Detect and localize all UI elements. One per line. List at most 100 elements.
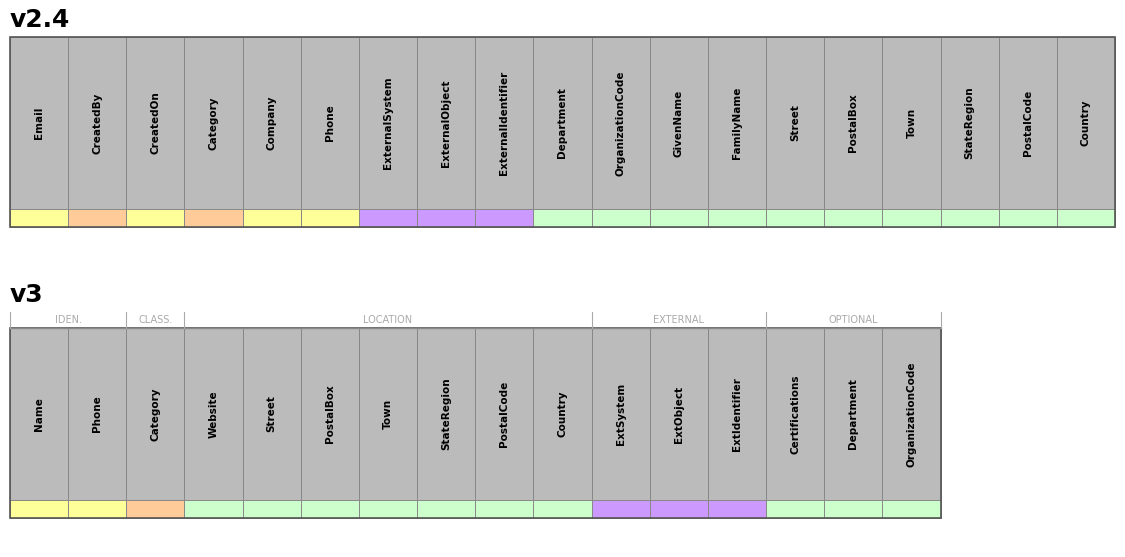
Text: CreatedOn: CreatedOn (151, 91, 161, 154)
Bar (882, 500, 940, 518)
Text: Company: Company (267, 96, 277, 150)
Text: Street: Street (790, 105, 800, 141)
Bar (766, 37, 825, 209)
Bar (417, 328, 475, 500)
Bar (650, 37, 708, 209)
Bar (184, 209, 243, 227)
Bar (243, 328, 300, 500)
Text: Town: Town (907, 108, 917, 138)
Bar (10, 328, 69, 500)
Text: Category: Category (208, 96, 218, 150)
Bar (825, 500, 882, 518)
Text: Phone: Phone (92, 395, 102, 432)
Text: Department: Department (558, 87, 567, 158)
Bar (650, 328, 708, 500)
Bar (359, 209, 417, 227)
Text: ExtIdentifier: ExtIdentifier (732, 377, 742, 451)
Bar (69, 328, 126, 500)
Text: StateRegion: StateRegion (441, 378, 451, 450)
Text: ExternalSystem: ExternalSystem (382, 77, 393, 169)
Bar (1056, 209, 1115, 227)
Bar (184, 500, 243, 518)
Text: CreatedBy: CreatedBy (92, 92, 102, 154)
Text: ExtSystem: ExtSystem (615, 383, 626, 445)
Text: ExternalIdentifier: ExternalIdentifier (500, 71, 510, 175)
Text: Name: Name (34, 397, 44, 431)
Bar (475, 500, 533, 518)
Text: v3: v3 (10, 283, 44, 307)
Text: Country: Country (1081, 100, 1091, 146)
Text: OrganizationCode: OrganizationCode (615, 70, 626, 176)
Bar (359, 37, 417, 209)
Bar (243, 37, 300, 209)
Text: PostalCode: PostalCode (500, 381, 510, 447)
Bar (882, 209, 940, 227)
Bar (126, 500, 184, 518)
Text: ExternalObject: ExternalObject (441, 79, 451, 167)
Bar (766, 328, 825, 500)
Bar (766, 209, 825, 227)
Bar (882, 328, 940, 500)
Bar (417, 500, 475, 518)
Bar (825, 209, 882, 227)
Bar (940, 209, 999, 227)
Bar (10, 328, 940, 518)
Text: PostalBox: PostalBox (848, 94, 858, 153)
Text: v2.4: v2.4 (10, 8, 71, 32)
Bar (300, 328, 359, 500)
Bar (592, 37, 650, 209)
Bar (69, 37, 126, 209)
Bar (940, 37, 999, 209)
Bar (126, 209, 184, 227)
Bar (359, 328, 417, 500)
Bar (999, 209, 1056, 227)
Bar (533, 37, 592, 209)
Bar (417, 37, 475, 209)
Bar (69, 209, 126, 227)
Text: Website: Website (208, 390, 218, 438)
Bar (533, 500, 592, 518)
Bar (126, 37, 184, 209)
Bar (10, 37, 69, 209)
Text: GivenName: GivenName (674, 89, 684, 157)
Bar (243, 500, 300, 518)
Bar (592, 328, 650, 500)
Text: IDEN.: IDEN. (55, 315, 82, 325)
Text: EXTERNAL: EXTERNAL (654, 315, 704, 325)
Bar (300, 209, 359, 227)
Bar (475, 37, 533, 209)
Bar (475, 328, 533, 500)
Text: Department: Department (848, 379, 858, 449)
Text: LOCATION: LOCATION (363, 315, 413, 325)
Text: Country: Country (558, 391, 567, 437)
Text: OrganizationCode: OrganizationCode (907, 361, 917, 467)
Bar (533, 328, 592, 500)
Bar (475, 209, 533, 227)
Bar (708, 37, 766, 209)
Bar (10, 37, 1115, 227)
Text: PostalBox: PostalBox (325, 385, 335, 443)
Text: FamilyName: FamilyName (732, 87, 742, 159)
Bar (243, 209, 300, 227)
Bar (708, 500, 766, 518)
Bar (184, 328, 243, 500)
Text: PostalCode: PostalCode (1023, 90, 1033, 156)
Bar (126, 328, 184, 500)
Bar (592, 209, 650, 227)
Text: Town: Town (382, 399, 393, 429)
Bar (1056, 37, 1115, 209)
Bar (359, 500, 417, 518)
Text: Email: Email (34, 107, 44, 139)
Bar (533, 209, 592, 227)
Bar (825, 328, 882, 500)
Bar (650, 500, 708, 518)
Bar (417, 209, 475, 227)
Bar (650, 209, 708, 227)
Text: OPTIONAL: OPTIONAL (828, 315, 878, 325)
Text: ExtObject: ExtObject (674, 385, 684, 443)
Bar (708, 328, 766, 500)
Bar (69, 500, 126, 518)
Text: Street: Street (267, 395, 277, 432)
Bar (708, 209, 766, 227)
Bar (825, 37, 882, 209)
